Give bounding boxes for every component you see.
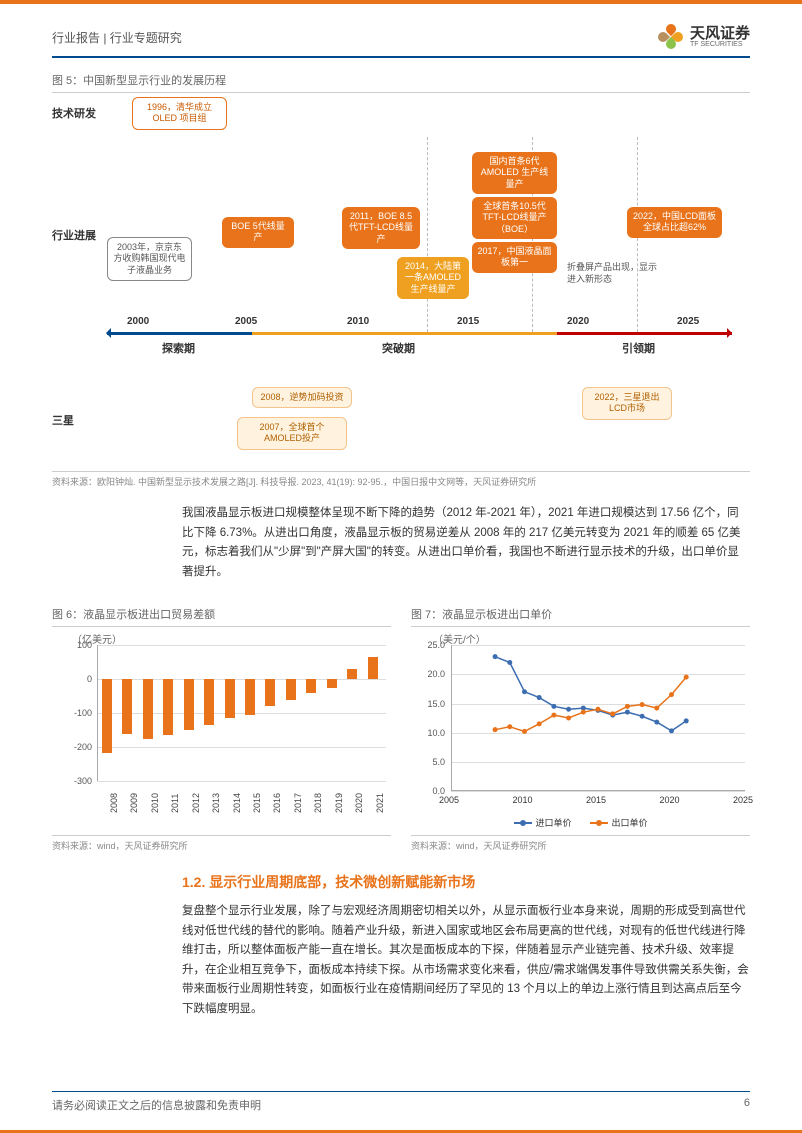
company-en: TF SECURITIES <box>690 41 750 48</box>
company-name: 天风证券 <box>690 26 750 41</box>
disclaimer: 请务必阅读正文之后的信息披露和免责申明 <box>52 1097 261 1113</box>
page: 行业报告 | 行业专题研究 天风证券 TF SECURITIES 图 5：中国新… <box>0 0 802 1133</box>
fig7-legend: 进口单价 出口单价 <box>513 816 647 829</box>
fig5-timeline: 技术研发 行业进展 三星 1996，清华成立OLED 项目组 国内首条6代AMO… <box>52 97 750 467</box>
bar <box>368 657 378 679</box>
ev-2022: 2022，中国LCD面板全球占比超62% <box>627 207 722 238</box>
ev-2008: 2008，逆势加码投资 <box>252 387 352 408</box>
bar <box>143 679 153 739</box>
bar <box>327 679 337 688</box>
ev-fold: 折叠屏产品出现，显示进入新形态 <box>567 262 662 285</box>
row-label-tech: 技术研发 <box>52 105 96 121</box>
ev-2007: 2007，全球首个AMOLED投产 <box>237 417 347 450</box>
ev-2014: 2014，大陆第一条AMOLED生产线量产 <box>397 257 469 299</box>
ev-g105: 全球首条10.5代TFT-LCD线量产（BOE） <box>472 197 557 239</box>
bar <box>163 679 173 735</box>
bar <box>102 679 112 753</box>
bar <box>245 679 255 715</box>
ev-gn6: 国内首条6代AMOLED 生产线量产 <box>472 152 557 194</box>
fig6-chart: （亿美元） 1000-100-200-300 20082009201020112… <box>52 631 391 831</box>
bar <box>265 679 275 706</box>
body-paragraph-1: 我国液晶显示板进口规模整体呈现不断下降的趋势（2012 年-2021 年），20… <box>182 504 750 582</box>
fig7-title: 图 7：液晶显示板进出口单价 <box>411 602 750 627</box>
bar <box>184 679 194 730</box>
page-number: 6 <box>744 1097 750 1113</box>
fig5-title: 图 5：中国新型显示行业的发展历程 <box>52 68 750 93</box>
page-footer: 请务必阅读正文之后的信息披露和免责申明 6 <box>52 1091 750 1113</box>
fig7-col: 图 7：液晶显示板进出口单价 （美元/个） 25.020.015.010.05.… <box>411 594 750 852</box>
ev-2003: 2003年，京京东方收购韩国现代电子液晶业务 <box>107 237 192 281</box>
bar <box>286 679 296 699</box>
bar <box>225 679 235 718</box>
bar <box>122 679 132 734</box>
ev-boe5: BOE 5代线量产 <box>222 217 294 248</box>
row-label-industry: 行业进展 <box>52 227 96 243</box>
bar <box>306 679 316 693</box>
fig6-title: 图 6：液晶显示板进出口贸易差额 <box>52 602 391 627</box>
fig5-source: 资料来源：欧阳钟灿. 中国新型显示技术发展之路[J]. 科技导报. 2023, … <box>52 471 750 488</box>
fig6-source: 资料来源：wind，天风证券研究所 <box>52 835 391 852</box>
fig7-chart: （美元/个） 25.020.015.010.05.00.0 2005201020… <box>411 631 750 831</box>
ev-2011: 2011，BOE 8.5代TFT-LCD线量产 <box>342 207 420 249</box>
logo: 天风证券 TF SECURITIES <box>658 24 750 50</box>
fig6-col: 图 6：液晶显示板进出口贸易差额 （亿美元） 1000-100-200-300 … <box>52 594 391 852</box>
breadcrumb: 行业报告 | 行业专题研究 <box>52 29 182 46</box>
logo-icon <box>658 24 684 50</box>
bar <box>204 679 214 725</box>
section-1-2-para: 复盘整个显示行业发展，除了与宏观经济周期密切相关以外，从显示面板行业本身来说，周… <box>182 902 750 1019</box>
row-label-samsung: 三星 <box>52 412 74 428</box>
bar <box>347 669 357 679</box>
page-header: 行业报告 | 行业专题研究 天风证券 TF SECURITIES <box>52 24 750 58</box>
ev-2017: 2017，中国液晶面板第一 <box>472 242 557 273</box>
fig7-source: 资料来源：wind，天风证券研究所 <box>411 835 750 852</box>
ev-2022b: 2022，三星退出LCD市场 <box>582 387 672 420</box>
section-1-2-title: 1.2. 显示行业周期底部，技术微创新赋能新市场 <box>182 872 750 892</box>
ev-1996: 1996，清华成立OLED 项目组 <box>132 97 227 130</box>
charts-row: 图 6：液晶显示板进出口贸易差额 （亿美元） 1000-100-200-300 … <box>52 594 750 852</box>
